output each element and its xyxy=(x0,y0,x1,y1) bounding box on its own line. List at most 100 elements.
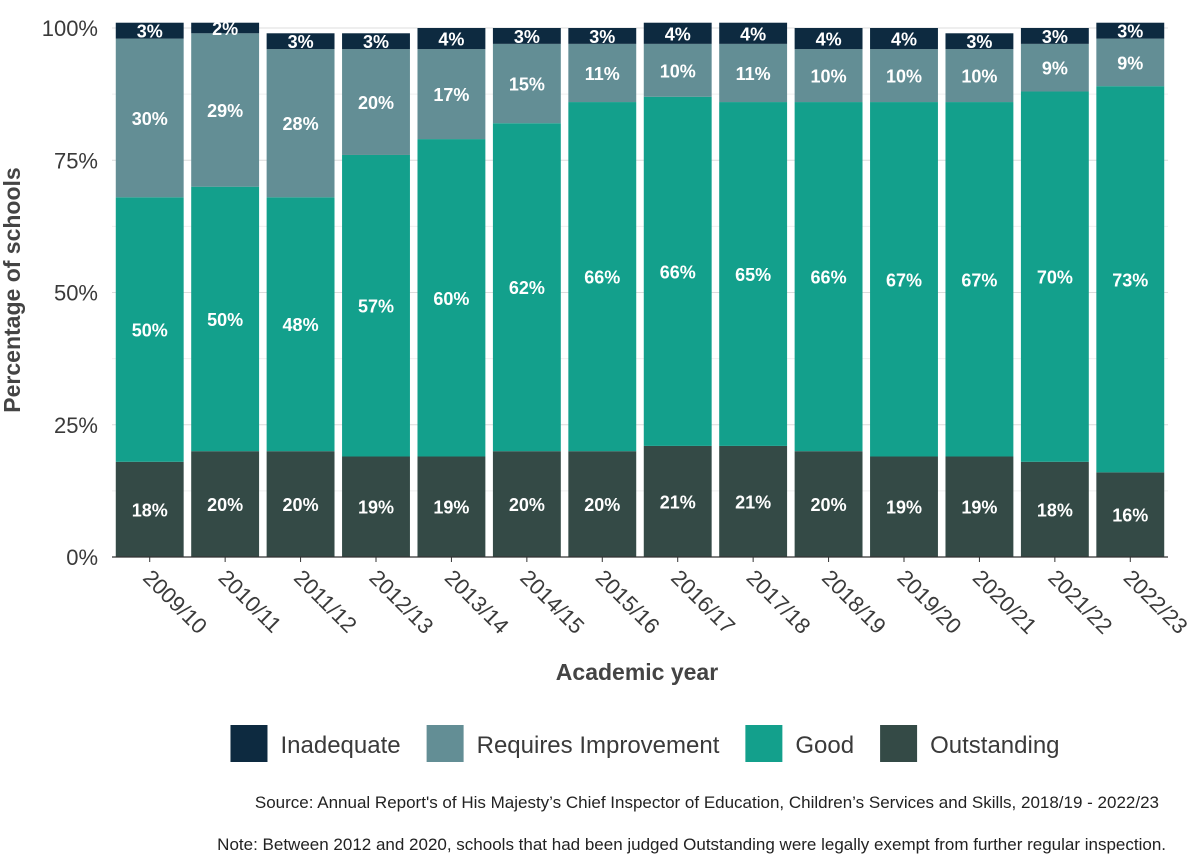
bar-segment xyxy=(417,28,486,50)
y-tick-label: 25% xyxy=(54,413,98,438)
data-label: 10% xyxy=(811,67,847,87)
data-label: 70% xyxy=(1037,268,1073,288)
bar-segment xyxy=(342,49,410,155)
x-tick-label: 2012/13 xyxy=(364,565,438,639)
data-label: 73% xyxy=(1112,270,1148,290)
data-label: 65% xyxy=(735,265,771,285)
data-label: 10% xyxy=(660,61,696,81)
data-label: 3% xyxy=(137,22,163,42)
x-tick-label: 2009/10 xyxy=(138,565,212,639)
data-label: 19% xyxy=(961,498,997,518)
x-tick-label: 2020/21 xyxy=(968,565,1042,639)
x-tick-labels: 2009/10 2010/11 2011/12 2012/13 2013/14 2014/… xyxy=(138,557,1193,639)
bar-segment xyxy=(115,197,184,462)
bar-segment xyxy=(945,456,1014,557)
data-label: 60% xyxy=(433,289,469,309)
data-label: 16% xyxy=(1112,506,1148,526)
bar-segment xyxy=(719,22,788,44)
y-tick-label: 100% xyxy=(42,16,98,41)
data-label: 19% xyxy=(886,498,922,518)
x-tick-label: 2013/14 xyxy=(440,565,514,639)
data-label: 20% xyxy=(811,495,847,515)
x-tick-label: 2021/22 xyxy=(1043,565,1117,639)
bar-segment xyxy=(719,43,788,103)
source-note: Source: Annual Report's of His Majesty’s… xyxy=(255,793,1159,812)
y-tick-labels: 0% 25% 50% 75% 100% xyxy=(42,16,98,570)
data-label: 66% xyxy=(584,268,620,288)
data-label: 19% xyxy=(433,498,469,518)
data-label: 15% xyxy=(509,75,545,95)
data-label: 28% xyxy=(283,114,319,134)
bar-segment xyxy=(870,28,938,50)
data-label: 3% xyxy=(363,32,389,52)
bar-segment xyxy=(492,43,561,124)
bar-segment xyxy=(492,451,561,557)
bar-segment xyxy=(794,28,863,50)
x-tick-label: 2016/17 xyxy=(666,565,740,639)
bar-segment xyxy=(794,49,863,103)
bar-segment xyxy=(568,451,637,557)
data-label: 18% xyxy=(1037,500,1073,520)
legend: Inadequate Requires Improvement Good Outsta… xyxy=(230,725,1060,762)
data-label: 57% xyxy=(358,297,394,317)
bar-segment xyxy=(794,451,863,557)
bar-segment xyxy=(417,456,486,557)
bar-segment xyxy=(568,28,637,44)
data-label: 3% xyxy=(1042,27,1068,47)
bar-segment xyxy=(945,102,1014,457)
data-label: 19% xyxy=(358,498,394,518)
bar-segment xyxy=(266,49,335,198)
data-label: 11% xyxy=(585,64,620,84)
bar-segment xyxy=(417,49,486,140)
bar-segment xyxy=(191,186,260,452)
bar-segment xyxy=(643,96,712,446)
x-tick-label: 2018/19 xyxy=(817,565,891,639)
data-label: 10% xyxy=(886,67,922,87)
y-tick-label: 75% xyxy=(54,148,98,173)
y-axis-title: Percentage of schools xyxy=(0,167,25,412)
legend-label: Inadequate xyxy=(280,732,400,759)
data-label: 3% xyxy=(288,32,314,52)
data-label: 2% xyxy=(212,19,238,39)
legend-label: Outstanding xyxy=(930,732,1059,759)
bar-segment xyxy=(115,22,184,39)
data-label: 10% xyxy=(961,67,997,87)
data-label: 20% xyxy=(283,495,319,515)
bar-segment xyxy=(266,33,335,50)
bar-segment xyxy=(492,28,561,44)
x-tick-label: 2019/20 xyxy=(892,565,966,639)
bar-segment xyxy=(115,461,184,557)
x-tick-label: 2022/23 xyxy=(1119,565,1193,639)
bar-segment xyxy=(568,102,637,452)
data-label: 21% xyxy=(735,492,771,512)
legend-swatch xyxy=(880,725,918,762)
bar-segment xyxy=(417,139,486,457)
bar-segment xyxy=(643,22,712,44)
bar-segment xyxy=(1020,28,1089,44)
data-label: 4% xyxy=(891,30,917,50)
legend-swatch xyxy=(745,725,783,762)
bar-segment xyxy=(643,43,712,97)
bar-segment xyxy=(719,102,788,446)
bar-segment xyxy=(492,123,561,452)
bar-segment xyxy=(191,451,260,557)
legend-label: Requires Improvement xyxy=(477,732,720,759)
bar-segment xyxy=(870,49,938,103)
data-label: 3% xyxy=(589,27,615,47)
data-label: 17% xyxy=(433,85,469,105)
data-label: 3% xyxy=(514,27,540,47)
bar-segment xyxy=(1096,38,1165,87)
data-label: 20% xyxy=(509,495,545,515)
data-label: 4% xyxy=(438,30,464,50)
data-label: 66% xyxy=(811,268,847,288)
data-label: 21% xyxy=(660,492,696,512)
data-label: 20% xyxy=(358,93,394,113)
bar-segment xyxy=(1020,91,1089,462)
bar-segment xyxy=(1096,472,1165,557)
bar-segment xyxy=(191,33,260,187)
x-tick-label: 2011/12 xyxy=(289,565,362,638)
bar-segment xyxy=(342,456,410,557)
bar-segment xyxy=(870,456,938,557)
bar-segment xyxy=(266,451,335,557)
